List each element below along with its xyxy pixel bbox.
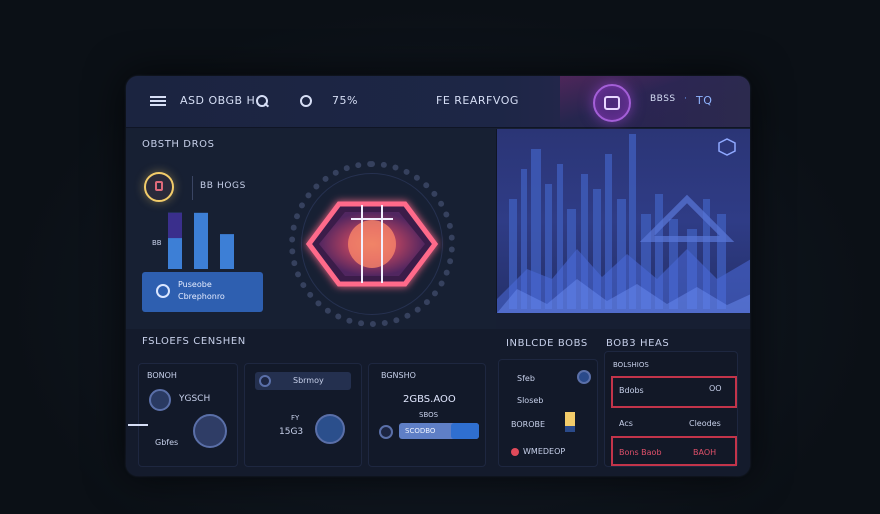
edge-handle[interactable] xyxy=(128,424,148,426)
page-title: FE REARFVOG xyxy=(436,94,519,107)
info-card-line1: Puseobe xyxy=(178,280,212,289)
alert-badge-icon[interactable] xyxy=(144,172,174,202)
search-card-title: BONOH xyxy=(147,371,177,380)
dashboard-window: ASD OBGB H 75% FE REARFVOG BBSS · TQ OBS… xyxy=(126,76,750,476)
titlebar-accent xyxy=(560,76,750,128)
amount-card-title: BGNSHO xyxy=(381,371,416,380)
search-card: BONOH YGSCH Gbfes xyxy=(138,363,238,467)
bar-2 xyxy=(194,212,208,269)
app-title: ASD OBGB H xyxy=(180,94,256,107)
status-bar-icon xyxy=(565,412,575,426)
divider xyxy=(192,176,193,200)
list-item-1[interactable]: Sfeb xyxy=(517,374,535,383)
user-avatar[interactable] xyxy=(593,84,631,122)
amount-sub-label: SBOS xyxy=(419,411,439,419)
link-icon xyxy=(379,425,393,439)
sort-card: Sbrmoy FY 15G3 xyxy=(244,363,362,467)
table-row-2-left: Acs xyxy=(619,419,633,428)
status-circle-icon[interactable] xyxy=(300,95,312,107)
lower-right-heading-2: BOB3 HEAS xyxy=(606,338,670,349)
skyline-graphic xyxy=(497,134,750,313)
table-row-2-right: Cleodes xyxy=(689,419,721,428)
mini-bar-chart xyxy=(168,212,234,269)
storage-icon[interactable] xyxy=(193,414,227,448)
small-label: Gbfes xyxy=(155,438,179,447)
table-row-1[interactable] xyxy=(611,376,737,408)
table-row-1-right: OO xyxy=(709,384,722,393)
core-hex-gauge xyxy=(289,161,455,327)
alert-dot-icon xyxy=(511,448,519,456)
avatar-glyph-icon xyxy=(604,96,620,110)
table-row-1-left: Bdobs xyxy=(619,386,644,395)
hexagon-icon xyxy=(305,201,439,287)
list-item-3[interactable]: BOROBE xyxy=(511,420,546,429)
menu-icon[interactable] xyxy=(150,96,166,106)
gauge-inner-ring xyxy=(301,173,443,315)
list-item-4[interactable]: WMEDEOP xyxy=(523,447,566,456)
info-card-line2: Cbrephonro xyxy=(178,292,225,301)
search-icon[interactable] xyxy=(256,95,268,107)
list-item-2[interactable]: Sloseb xyxy=(517,396,544,405)
search-label: YGSCH xyxy=(179,394,211,404)
amount-card: BGNSHO 2GBS.AOO SBOS SCODBO xyxy=(368,363,486,467)
table-row-3[interactable] xyxy=(611,436,737,466)
profile-icon[interactable] xyxy=(149,389,171,411)
bar-3 xyxy=(220,234,234,269)
table-row-3-right: BAOH xyxy=(693,448,717,457)
amount-value: 2GBS.AOO xyxy=(403,394,456,405)
count-value: 15G3 xyxy=(279,427,304,437)
info-card-icon xyxy=(156,284,170,298)
header-link[interactable]: TQ xyxy=(696,94,713,107)
chat-icon[interactable] xyxy=(315,414,345,444)
list-card: Sfeb Sloseb BOROBE WMEDEOP xyxy=(498,359,598,467)
sort-icon xyxy=(259,375,271,387)
action-button-segment[interactable] xyxy=(451,423,479,439)
sort-label: Sbrmoy xyxy=(293,376,324,385)
action-button-label: SCODBO xyxy=(405,427,436,435)
gauge-ring xyxy=(289,161,455,327)
section-heading: FSLOEFS CENSHEN xyxy=(142,336,246,347)
stat-label: BB HOGS xyxy=(200,181,246,191)
table-card: BOLSHIOS Bdobs OO Acs Cleodes Bons Baob … xyxy=(604,351,738,467)
titlebar: ASD OBGB H 75% FE REARFVOG BBSS · TQ xyxy=(126,76,750,128)
overview-panel: OBSTH DROS BB HOGS BB Puseobe Cbrephonro xyxy=(126,129,496,329)
skyline-visual xyxy=(496,129,750,313)
header-label: BBSS xyxy=(650,94,676,104)
percent-readout: 75% xyxy=(332,94,358,107)
bar-1-segment xyxy=(168,212,182,239)
panel-heading: OBSTH DROS xyxy=(142,139,215,150)
info-card[interactable]: Puseobe Cbrephonro xyxy=(142,272,263,312)
axis-tick-label: BB xyxy=(152,239,162,247)
table-title: BOLSHIOS xyxy=(613,361,649,369)
search-icon-handle xyxy=(263,102,270,108)
lower-section: FSLOEFS CENSHEN BONOH YGSCH Gbfes Sbrmoy… xyxy=(126,329,750,476)
status-bar-base xyxy=(565,426,575,432)
table-row-3-left: Bons Baob xyxy=(619,448,662,457)
lower-right-heading: INBLCDE BOBS xyxy=(506,338,588,349)
header-dot-icon: · xyxy=(684,94,688,104)
tiny-label: FY xyxy=(291,414,300,422)
sort-dropdown[interactable] xyxy=(255,372,351,390)
settings-icon[interactable] xyxy=(577,370,591,384)
